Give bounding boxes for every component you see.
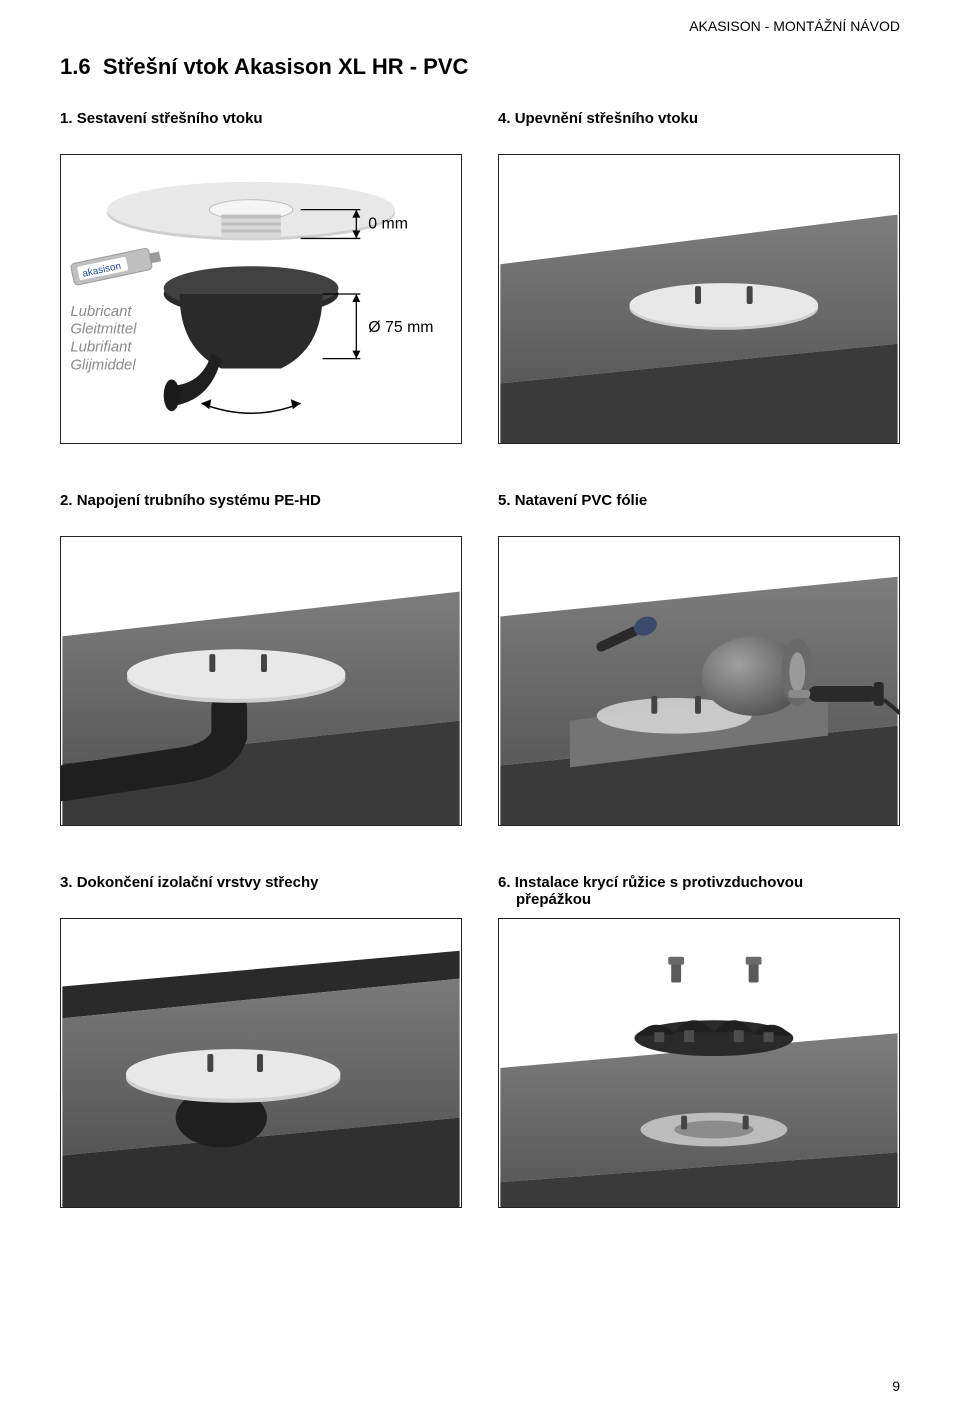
section-title: 1.6 Střešní vtok Akasison XL HR - PVC bbox=[60, 54, 900, 80]
step-1: 1. Sestavení střešního vtoku bbox=[60, 110, 462, 444]
svg-text:Ø 75 mm: Ø 75 mm bbox=[368, 319, 433, 336]
figure-2 bbox=[60, 536, 462, 826]
svg-text:Lubrifiant: Lubrifiant bbox=[70, 340, 132, 356]
svg-text:Lubricant: Lubricant bbox=[70, 304, 132, 320]
page-number: 9 bbox=[892, 1378, 900, 1394]
figure-5 bbox=[498, 536, 900, 826]
figure-3 bbox=[60, 918, 462, 1208]
step-6: 6. Instalace krycí růžice s protivzducho… bbox=[498, 874, 900, 1208]
figure-4 bbox=[498, 154, 900, 444]
figure-6 bbox=[498, 918, 900, 1208]
step-5-label: 5. Natavení PVC fólie bbox=[498, 492, 900, 528]
step-2: 2. Napojení trubního systému PE-HD bbox=[60, 492, 462, 826]
step-1-label: 1. Sestavení střešního vtoku bbox=[60, 110, 462, 146]
document-header: AKASISON - MONTÁŽNÍ NÁVOD bbox=[689, 18, 900, 34]
step-3-label: 3. Dokončení izolační vrstvy střechy bbox=[60, 874, 462, 910]
section-heading: Střešní vtok Akasison XL HR - PVC bbox=[103, 54, 469, 79]
step-4: 4. Upevnění střešního vtoku bbox=[498, 110, 900, 444]
step-4-label: 4. Upevnění střešního vtoku bbox=[498, 110, 900, 146]
step-6-label: 6. Instalace krycí růžice s protivzducho… bbox=[498, 874, 900, 910]
step-3: 3. Dokončení izolační vrstvy střechy bbox=[60, 874, 462, 1208]
step-2-label: 2. Napojení trubního systému PE-HD bbox=[60, 492, 462, 528]
svg-text:0 mm: 0 mm bbox=[368, 215, 408, 232]
svg-text:Gleitmittel: Gleitmittel bbox=[70, 322, 137, 338]
section-number: 1.6 bbox=[60, 54, 91, 79]
steps-grid: 1. Sestavení střešního vtoku bbox=[60, 110, 900, 1208]
figure-1: 0 mm Ø 75 mm bbox=[60, 154, 462, 444]
step-5: 5. Natavení PVC fólie bbox=[498, 492, 900, 826]
svg-text:Glijmiddel: Glijmiddel bbox=[70, 358, 136, 374]
